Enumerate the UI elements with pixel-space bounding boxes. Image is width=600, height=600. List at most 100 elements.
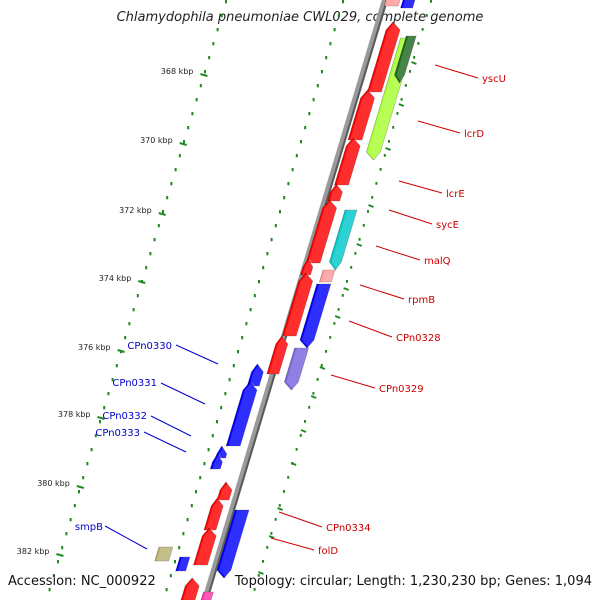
guide-tick <box>356 243 363 247</box>
gene-arrow-shade <box>402 0 418 8</box>
gene-arrow <box>281 272 314 337</box>
gene-arrow <box>347 89 375 141</box>
label-leader <box>150 415 192 437</box>
guide-dot <box>195 490 197 494</box>
guide-dot <box>204 70 206 74</box>
guide-tick <box>334 315 341 319</box>
guide-tick <box>277 507 283 511</box>
gene-arrow-shade <box>302 284 333 348</box>
gene-label-fold: folD <box>318 546 338 557</box>
guide-dot <box>237 350 239 354</box>
gene-arrow <box>305 199 337 264</box>
gene-arrow <box>383 0 401 7</box>
guide-dot <box>279 210 281 214</box>
guide-dot <box>287 476 290 479</box>
guide-dot <box>220 406 223 410</box>
guide-dot <box>274 518 277 521</box>
guide-dot <box>211 434 214 438</box>
guide-dot <box>258 280 260 284</box>
gene-arrow <box>216 509 250 579</box>
guide-dot <box>203 462 206 466</box>
guide-dot <box>61 546 64 550</box>
dotted-guides <box>48 0 432 592</box>
guide-dot <box>375 182 378 185</box>
gene-arrow-shade <box>350 90 377 140</box>
guide-dot <box>174 560 176 564</box>
guide-dot <box>224 392 227 396</box>
guide-dot <box>321 70 323 74</box>
guide-dot <box>165 588 168 592</box>
gene-arrow-shade <box>219 482 234 500</box>
guide-dot <box>245 322 248 326</box>
accession-text: Accession: NC_000922 <box>8 574 156 589</box>
gene-arrow-shade <box>195 528 219 565</box>
guide-dot <box>57 560 59 564</box>
gene-labels: yscU lcrD lcrE sycE malQ rpmB CPn0328 CPn0329 CP… <box>75 64 506 557</box>
gene-label-cpn0331: CPn0331 <box>112 378 157 389</box>
guide-dot <box>295 154 298 158</box>
guide-dot <box>308 112 311 116</box>
gene-label-lcre: lcrE <box>446 189 465 200</box>
guide-dot <box>157 224 160 228</box>
gene-arrow <box>284 347 310 391</box>
guide-dot <box>232 364 235 368</box>
tick-label: 376 kbp <box>78 343 111 352</box>
guide-dot <box>216 28 219 32</box>
guide-dot <box>320 364 323 367</box>
label-leader <box>143 431 187 453</box>
guide-dot <box>166 196 169 200</box>
gene-arrow-shade <box>321 270 337 282</box>
guide-dot <box>78 490 80 494</box>
guide-dot <box>220 14 223 18</box>
gene-arrow <box>299 283 332 349</box>
guide-dot <box>187 126 190 130</box>
guide-dot <box>308 406 311 409</box>
tick-label: 380 kbp <box>37 479 70 488</box>
guide-dot <box>212 42 215 46</box>
gene-label-cpn0333: CPn0333 <box>95 428 140 439</box>
guide-dot <box>90 448 93 452</box>
guide-dot <box>216 420 218 424</box>
guide-tick <box>411 61 417 65</box>
gene-arrow <box>193 527 217 566</box>
guide-dot <box>73 504 76 508</box>
guide-dot <box>253 294 256 298</box>
guide-dot <box>430 0 432 3</box>
guide-dot <box>257 574 260 577</box>
guide-dot <box>291 168 294 172</box>
map-title: Chlamydophila pneumoniae CWL029, complet… <box>116 10 484 25</box>
guide-dot <box>115 364 118 368</box>
guide-tick <box>398 103 405 107</box>
guide-dot <box>316 378 319 381</box>
guide-dot <box>99 420 101 424</box>
guide-dot <box>48 588 51 592</box>
tick-mark <box>76 485 85 489</box>
guide-dot <box>392 126 395 129</box>
guide-dot <box>295 448 298 451</box>
guide-dot <box>417 42 420 45</box>
guide-dot <box>182 532 185 536</box>
gene-arrow-shade <box>396 36 419 83</box>
tick-label: 372 kbp <box>119 206 152 215</box>
guide-dot <box>333 28 336 32</box>
guide-dot <box>299 434 302 437</box>
guide-dot <box>253 588 256 591</box>
gene-arrow-shade <box>212 454 225 469</box>
guide-dot <box>266 546 269 549</box>
gene-arrow <box>394 35 417 84</box>
guide-dot <box>409 70 411 73</box>
guide-dot <box>304 126 307 130</box>
guide-dot <box>388 140 390 143</box>
gene-arrow-shade <box>336 138 363 185</box>
gene-arrow <box>215 445 228 459</box>
guide-dot <box>312 98 315 102</box>
tick-mark <box>97 416 105 420</box>
guide-tick <box>310 395 317 399</box>
guide-dot <box>346 280 348 283</box>
guide-dot <box>329 336 332 339</box>
genome-summary-text: Topology: circular; Length: 1,230,230 bp… <box>234 574 592 589</box>
guide-dot <box>69 518 72 522</box>
guide-dot <box>249 308 252 312</box>
label-leader <box>398 180 443 194</box>
guide-dot <box>94 434 97 438</box>
